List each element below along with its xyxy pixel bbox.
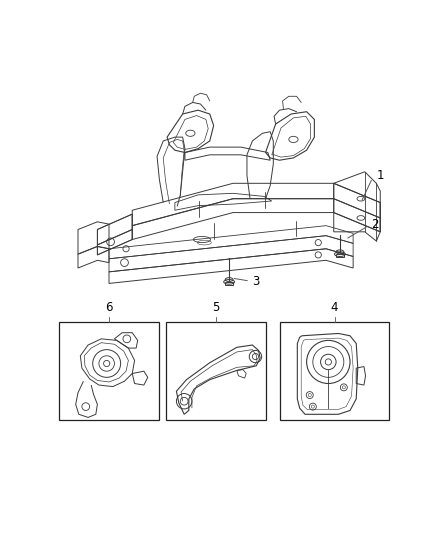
Text: 2: 2 bbox=[371, 217, 378, 231]
Text: 1: 1 bbox=[376, 169, 384, 182]
Text: 6: 6 bbox=[105, 301, 113, 314]
Bar bbox=[280, 322, 389, 421]
Text: 5: 5 bbox=[212, 301, 219, 314]
Bar bbox=[336, 254, 344, 257]
Text: 4: 4 bbox=[331, 301, 338, 314]
Bar bbox=[166, 322, 266, 421]
Bar bbox=[225, 282, 233, 285]
Bar bbox=[59, 322, 159, 421]
Text: 3: 3 bbox=[252, 274, 260, 288]
